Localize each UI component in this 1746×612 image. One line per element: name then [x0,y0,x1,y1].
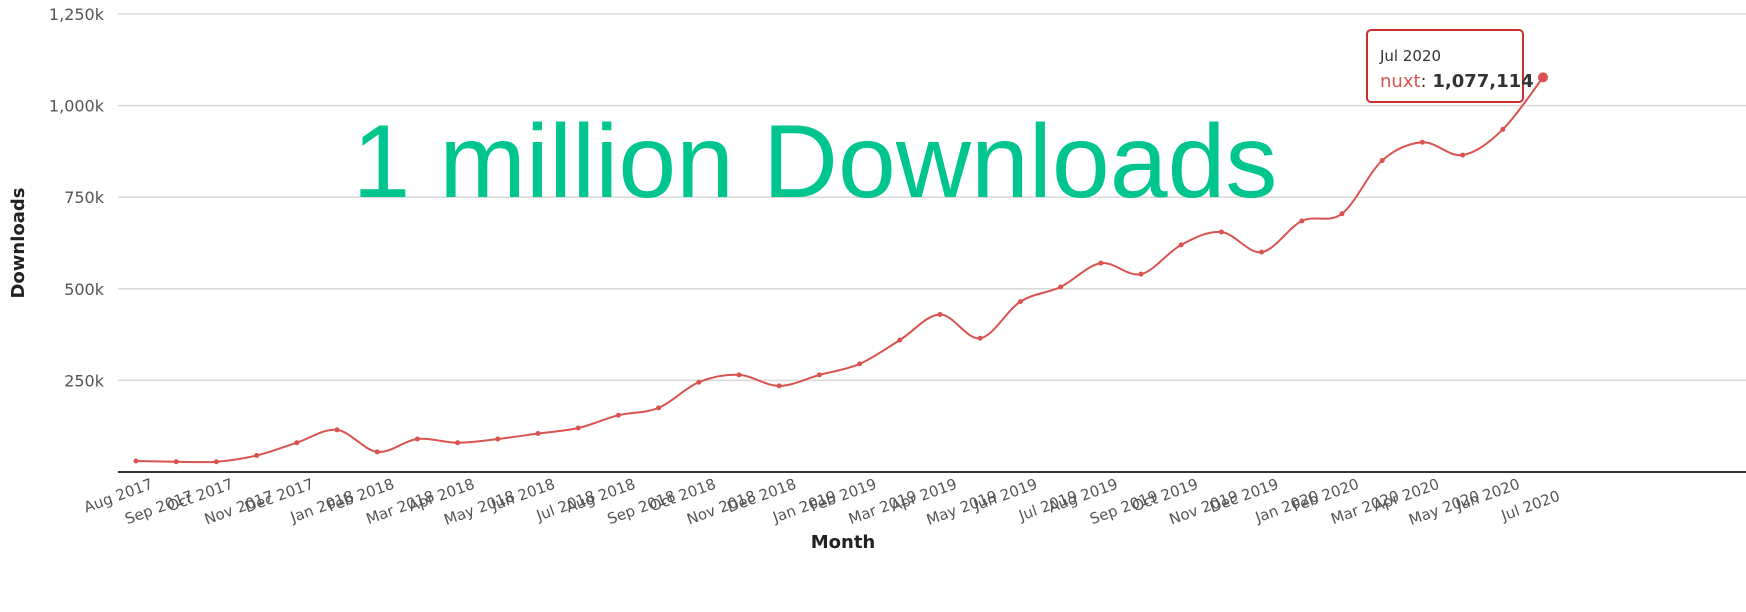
data-point [1178,242,1184,248]
data-point [1098,260,1104,266]
data-point-highlighted [1538,72,1548,83]
tooltip-month: Jul 2020 [1379,47,1441,65]
headline-text: 1 million Downloads [353,104,1278,220]
data-point [1500,126,1506,132]
y-tick-label: 500k [64,280,105,299]
y-tick-label: 1,250k [49,5,105,24]
data-point [857,361,863,367]
tooltip-series-name: nuxt [1380,71,1421,92]
y-tick-label: 250k [64,371,105,390]
data-point [1218,229,1224,235]
tooltip-box [1366,29,1524,103]
data-point [1017,299,1023,305]
y-tick-label: 1,000k [49,97,105,116]
tooltip-separator: : [1421,71,1433,92]
data-point [1299,218,1305,224]
data-point [1259,249,1265,255]
data-point [1379,158,1385,164]
data-point [776,383,782,389]
data-point [334,427,340,433]
data-point [1058,284,1064,290]
data-point [133,458,139,464]
data-point [173,459,179,465]
data-point [977,335,983,341]
data-point [696,379,702,385]
data-point [937,311,943,317]
data-point [816,372,822,378]
data-point [294,440,300,446]
data-point [656,405,662,411]
data-point [615,412,621,418]
data-point [254,453,260,459]
data-point [414,436,420,442]
data-point [1460,152,1466,158]
x-axis-title: Month [811,532,876,553]
tooltip-value: 1,077,114 [1432,71,1533,92]
y-axis-ticks: 250k 500k 750k 1,000k 1,250k [49,5,105,390]
data-point [897,337,903,343]
tooltip: Jul 2020 nuxt: 1,077,114 [1366,29,1534,103]
data-point [736,372,742,378]
data-point [213,459,219,465]
series-points [133,72,1548,465]
gridlines [118,13,1746,473]
data-point [575,425,581,431]
y-tick-label: 750k [64,188,105,207]
data-point [455,440,461,446]
tooltip-value-line: nuxt: 1,077,114 [1380,71,1534,92]
data-point [1339,211,1345,217]
data-point [1419,139,1425,145]
data-point [374,449,380,455]
data-point [1138,271,1144,277]
y-axis-title: Downloads [8,187,29,298]
data-point [535,431,541,437]
data-point [495,436,501,442]
